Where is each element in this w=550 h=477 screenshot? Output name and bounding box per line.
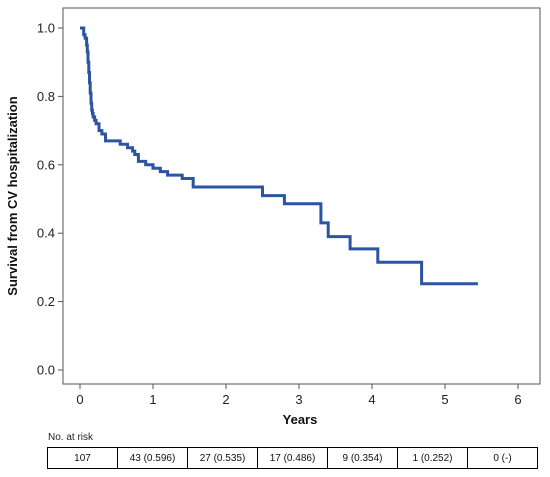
- x-tick-label: 2: [222, 392, 229, 407]
- risk-cell: 107: [47, 447, 118, 469]
- y-tick-label: 0.2: [37, 294, 55, 309]
- x-axis: 0 1 2 3 4 5 6: [76, 384, 522, 407]
- risk-cell: 0 (-): [467, 447, 538, 469]
- y-tick-label: 1.0: [37, 21, 55, 36]
- series-layer: [80, 26, 478, 286]
- survival-curve: [80, 26, 478, 286]
- risk-cell: 27 (0.535): [187, 447, 258, 469]
- risk-table-title: No. at risk: [48, 432, 94, 443]
- x-tick-label: 1: [149, 392, 156, 407]
- x-tick-label: 0: [76, 392, 83, 407]
- risk-cell: 17 (0.486): [257, 447, 328, 469]
- x-tick-label: 3: [295, 392, 302, 407]
- y-tick-label: 0.8: [37, 89, 55, 104]
- y-axis: 0.0 0.2 0.4 0.6 0.8 1.0: [37, 21, 63, 378]
- risk-cell: 43 (0.596): [117, 447, 188, 469]
- risk-cell: 1 (0.252): [397, 447, 468, 469]
- plot-frame: [62, 7, 541, 385]
- survival-chart: 0.0 0.2 0.4 0.6 0.8 1.0 0 1 2 3 4 5 6 Years Surviva…: [5, 7, 541, 427]
- risk-table: 107 43 (0.596) 27 (0.535) 17 (0.486) 9 (…: [47, 447, 538, 469]
- y-axis-title: Survival from CV hospitalization: [5, 96, 20, 295]
- y-tick-label: 0.6: [37, 157, 55, 172]
- y-tick-label: 0.4: [37, 226, 55, 241]
- risk-table-row: 107 43 (0.596) 27 (0.535) 17 (0.486) 9 (…: [47, 447, 538, 469]
- risk-cell: 9 (0.354): [327, 447, 398, 469]
- x-axis-title: Years: [283, 412, 318, 427]
- x-tick-label: 4: [368, 392, 375, 407]
- y-tick-label: 0.0: [37, 363, 55, 378]
- x-tick-label: 5: [441, 392, 448, 407]
- x-tick-label: 6: [514, 392, 521, 407]
